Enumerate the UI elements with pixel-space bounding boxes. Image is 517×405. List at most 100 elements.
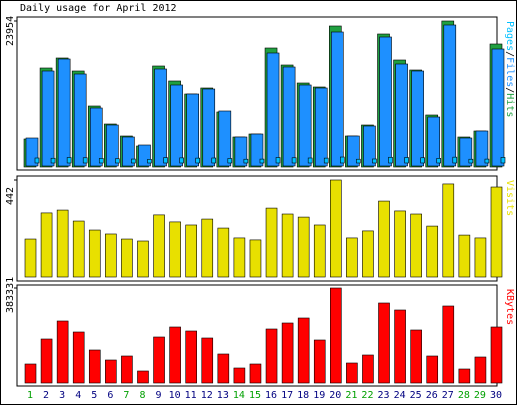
- bar: [195, 157, 200, 164]
- bar: [410, 329, 422, 384]
- bar: [169, 326, 181, 384]
- bar: [250, 133, 264, 167]
- x-tick-label: 20: [329, 390, 341, 401]
- bar: [89, 107, 103, 167]
- bar: [137, 370, 149, 384]
- bar: [105, 233, 117, 278]
- bar: [378, 302, 390, 384]
- bar: [72, 331, 85, 384]
- bar: [297, 216, 310, 278]
- x-tick-label: 14: [233, 390, 245, 401]
- x-tick-label: 16: [265, 390, 277, 401]
- chart-title: Daily usage for April 2012: [20, 3, 177, 14]
- x-tick-label: 8: [139, 390, 145, 401]
- bar: [475, 130, 489, 167]
- x-tick-label: 1: [27, 390, 33, 401]
- x-tick-label: 25: [410, 390, 422, 401]
- bar: [458, 234, 471, 278]
- bar: [452, 156, 458, 164]
- bar: [378, 200, 390, 278]
- bar: [468, 158, 474, 164]
- bar: [394, 210, 406, 278]
- series-label: Pages/Files/Hits: [504, 21, 515, 117]
- x-tick-label: 30: [490, 390, 502, 401]
- separator: /: [504, 51, 515, 57]
- bar: [217, 227, 230, 278]
- legend-entry: Hits: [504, 93, 515, 117]
- bar: [394, 309, 406, 384]
- bar: [249, 363, 262, 384]
- bar: [185, 330, 197, 384]
- x-tick-label: 12: [201, 390, 213, 401]
- bar: [218, 110, 232, 167]
- bar: [491, 48, 505, 167]
- bar: [202, 88, 216, 167]
- bar: [147, 159, 152, 164]
- bar: [24, 238, 37, 278]
- bar: [490, 186, 503, 278]
- bar: [234, 136, 248, 167]
- x-tick-label: 5: [91, 390, 97, 401]
- bar: [201, 337, 214, 384]
- x-tick-label: 19: [313, 390, 325, 401]
- bar: [259, 158, 265, 164]
- x-tick-label: 22: [361, 390, 373, 401]
- bar: [297, 317, 310, 384]
- bar: [179, 157, 184, 164]
- bar: [73, 73, 87, 167]
- x-tick-label: 7: [123, 390, 129, 401]
- bar: [323, 157, 329, 164]
- bar: [211, 157, 217, 164]
- bar: [137, 240, 149, 278]
- bar: [88, 349, 101, 384]
- bar: [474, 356, 487, 384]
- bar: [88, 229, 101, 278]
- bar: [484, 158, 490, 164]
- bar: [372, 158, 377, 164]
- bar: [443, 24, 457, 167]
- x-tick-label: 9: [156, 390, 162, 401]
- bar: [227, 158, 233, 164]
- bar: [347, 135, 360, 167]
- y-tick-label: 383331: [5, 277, 16, 313]
- bar: [217, 353, 230, 384]
- x-tick-label: 17: [281, 390, 293, 401]
- bar: [330, 179, 342, 278]
- bar: [379, 36, 392, 167]
- bar: [340, 156, 345, 164]
- bar: [163, 157, 168, 164]
- bar: [131, 158, 136, 164]
- bar: [490, 326, 503, 384]
- legend-entry: Files: [504, 57, 515, 87]
- bar: [41, 70, 55, 167]
- separator: /: [504, 87, 515, 93]
- x-tick-label: 18: [297, 390, 309, 401]
- bar: [72, 220, 85, 278]
- bar: [314, 87, 328, 167]
- bar: [474, 237, 487, 278]
- bar: [298, 84, 312, 167]
- bar: [40, 212, 53, 278]
- bar: [82, 157, 88, 164]
- y-tick-label: 442: [5, 187, 16, 205]
- bar: [388, 156, 393, 164]
- bar: [442, 305, 455, 384]
- bar: [266, 52, 280, 167]
- bar: [249, 239, 262, 278]
- bar: [282, 66, 296, 167]
- bar: [346, 237, 358, 278]
- x-tick-label: 13: [217, 390, 229, 401]
- bar: [154, 68, 167, 167]
- x-tick-label: 26: [426, 390, 438, 401]
- x-tick-label: 24: [394, 390, 406, 401]
- bar: [420, 157, 425, 164]
- bar: [458, 368, 471, 384]
- x-tick-label: 4: [75, 390, 81, 401]
- bar: [105, 359, 117, 384]
- x-tick-label: 23: [377, 390, 389, 401]
- bar: [66, 157, 72, 164]
- bar: [275, 157, 281, 164]
- bar: [169, 221, 181, 278]
- series-label: Visits: [504, 180, 515, 216]
